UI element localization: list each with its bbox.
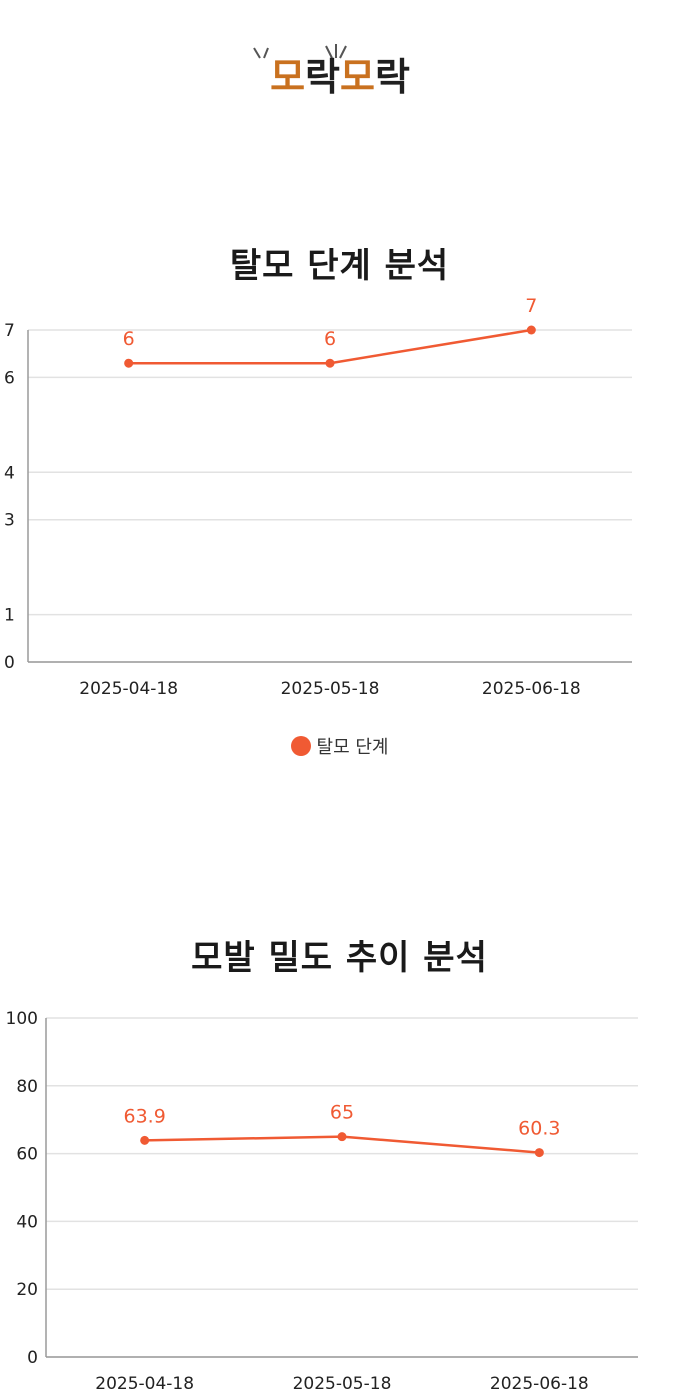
- x-tick-label: 2025-06-18: [482, 679, 581, 699]
- logo-part2-rest: 락: [374, 55, 409, 99]
- data-label: 6: [324, 328, 336, 350]
- legend-dot-icon: [290, 736, 311, 756]
- chart1-legend: 탈모 단계: [0, 733, 679, 759]
- hair-loss-stage-chart: 0 1 3 4 6 7 2025-04-18 2025-05-18 2025-06-18 6 6 7: [4, 295, 632, 699]
- x-tick-label: 2025-05-18: [293, 1374, 392, 1393]
- y-tick-label: 60: [16, 1145, 38, 1165]
- data-label: 65: [330, 1102, 354, 1124]
- logo-part1-rest: 락: [305, 55, 340, 99]
- data-point: [337, 1132, 347, 1142]
- x-tick-label: 2025-04-18: [79, 679, 178, 699]
- y-tick-label: 3: [4, 511, 15, 531]
- y-tick-label: 0: [4, 653, 15, 673]
- x-tick-label: 2025-06-18: [490, 1374, 589, 1393]
- logo-text: 모락모락: [270, 55, 410, 99]
- logo-part2-accent: 모: [340, 55, 375, 99]
- chart1-title: 탈모 단계 분석: [229, 246, 450, 286]
- data-point: [526, 325, 536, 335]
- x-tick-label: 2025-04-18: [95, 1374, 194, 1393]
- y-tick-label: 1: [4, 606, 15, 626]
- data-point: [124, 358, 134, 368]
- y-tick-label: 40: [16, 1212, 38, 1232]
- y-tick-label: 7: [4, 321, 15, 341]
- chart2-title: 모발 밀도 추이 분석: [191, 938, 488, 978]
- y-tick-label: 6: [4, 368, 15, 388]
- y-tick-label: 20: [16, 1280, 38, 1300]
- data-label: 60.3: [518, 1118, 560, 1140]
- data-point: [140, 1135, 150, 1145]
- app-logo: 모락모락: [0, 40, 679, 100]
- logo-mark: 모락모락: [252, 44, 410, 99]
- x-tick-label: 2025-05-18: [281, 679, 380, 699]
- antenna-icon: [252, 44, 347, 59]
- logo-part1-accent: 모: [270, 55, 305, 99]
- data-label: 63.9: [124, 1105, 166, 1127]
- data-point: [534, 1148, 544, 1158]
- hair-density-chart: 0 20 40 60 80 100 2025-04-18 2025-05-18 2025-06-…: [6, 1009, 638, 1393]
- y-tick-label: 100: [6, 1009, 38, 1029]
- data-label: 7: [525, 295, 537, 317]
- y-tick-label: 80: [16, 1077, 38, 1097]
- y-tick-label: 4: [4, 463, 15, 483]
- data-label: 6: [123, 328, 135, 350]
- y-tick-label: 0: [27, 1348, 38, 1368]
- data-point: [325, 358, 335, 368]
- legend-label: 탈모 단계: [316, 737, 389, 758]
